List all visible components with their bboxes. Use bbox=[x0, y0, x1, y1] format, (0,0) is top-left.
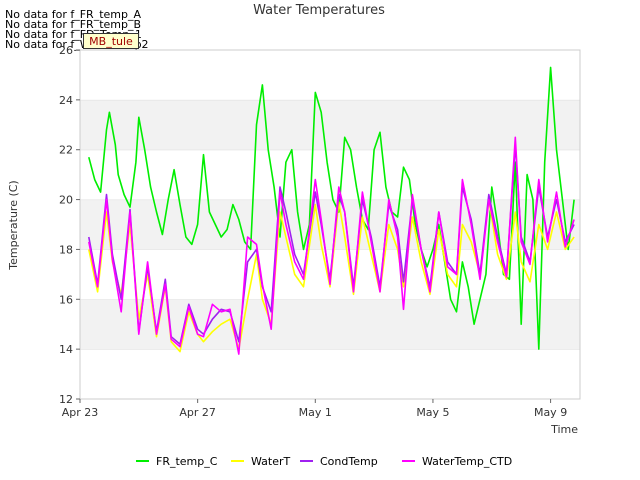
legend-label: WaterTemp_CTD bbox=[422, 455, 512, 468]
y-tick-label: 22 bbox=[59, 144, 73, 157]
grid-bands bbox=[80, 49, 580, 399]
grid-band bbox=[80, 50, 580, 100]
x-tick-label: Apr 23 bbox=[62, 406, 99, 419]
nodata-message: No data for f_WaterTemp2 bbox=[5, 38, 149, 51]
grid-band bbox=[80, 349, 580, 399]
grid-band bbox=[80, 99, 580, 150]
y-tick-label: 14 bbox=[59, 343, 73, 356]
grid-band bbox=[80, 299, 580, 350]
y-tick-label: 18 bbox=[59, 243, 73, 256]
y-tick-label: 12 bbox=[59, 393, 73, 406]
series-lines bbox=[88, 66, 575, 355]
nodata-message: No data for f_FD_Temp_1 bbox=[5, 28, 142, 41]
y-tick-label: 16 bbox=[59, 293, 73, 306]
y-tick-label: 20 bbox=[59, 194, 73, 207]
nodata-message: No data for f_FR_temp_B bbox=[5, 18, 142, 31]
y-axis-label: Temperature (C) bbox=[7, 180, 20, 270]
legend-label: FR_temp_C bbox=[156, 455, 218, 468]
x-axis-label: Time bbox=[550, 423, 578, 436]
y-tick-label: 26 bbox=[59, 44, 73, 57]
x-tick-label: May 5 bbox=[416, 406, 449, 419]
series-line-fr-temp-c bbox=[88, 66, 575, 350]
x-axis: Apr 23 Apr 27 May 1 May 5 May 9 bbox=[62, 399, 567, 419]
y-axis: 12 14 16 18 20 22 24 26 bbox=[59, 44, 80, 406]
y-tick-label: 24 bbox=[59, 94, 73, 107]
legend-label: CondTemp bbox=[320, 455, 378, 468]
plot-area bbox=[79, 49, 581, 400]
legend: FR_temp_C WaterT CondTemp WaterTemp_CTD bbox=[136, 455, 512, 468]
x-tick-label: May 1 bbox=[299, 406, 332, 419]
x-tick-label: May 9 bbox=[534, 406, 567, 419]
x-tick-label: Apr 27 bbox=[179, 406, 216, 419]
nodata-message: No data for f_FR_temp_A bbox=[5, 8, 141, 21]
grid-band bbox=[80, 149, 580, 200]
chart-title: Water Temperatures bbox=[253, 3, 385, 18]
site-badge: MB_tule bbox=[83, 33, 139, 49]
series-line-watertemp-ctd bbox=[88, 136, 575, 355]
legend-label: WaterT bbox=[251, 455, 291, 468]
